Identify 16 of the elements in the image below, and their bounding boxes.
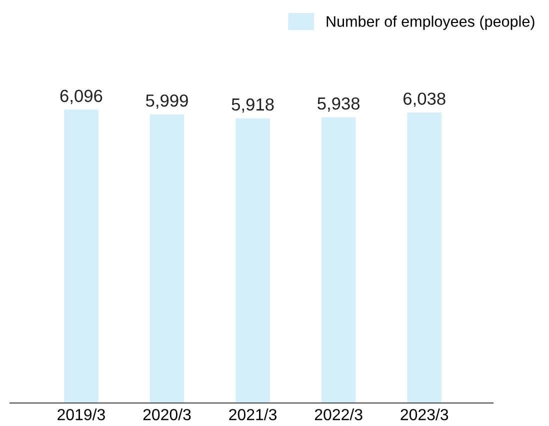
x-tick-label: 2021/3 [229,408,277,420]
x-tick-label: 2023/3 [400,408,448,420]
data-label: 6,038 [404,92,446,107]
x-tick-label: 2022/3 [314,408,362,420]
data-label: 5,999 [146,94,188,109]
x-tick-label: 2020/3 [143,408,191,420]
bar [236,118,270,403]
data-label: 6,096 [60,90,102,104]
bar [150,114,184,403]
bar [321,117,356,403]
data-label: 5,938 [318,97,360,112]
bar [64,110,98,403]
legend-label: Number of employees (people) [326,16,534,30]
bar [407,112,442,403]
data-label: 5,918 [232,98,274,113]
x-tick-label: 2019/3 [58,408,105,420]
